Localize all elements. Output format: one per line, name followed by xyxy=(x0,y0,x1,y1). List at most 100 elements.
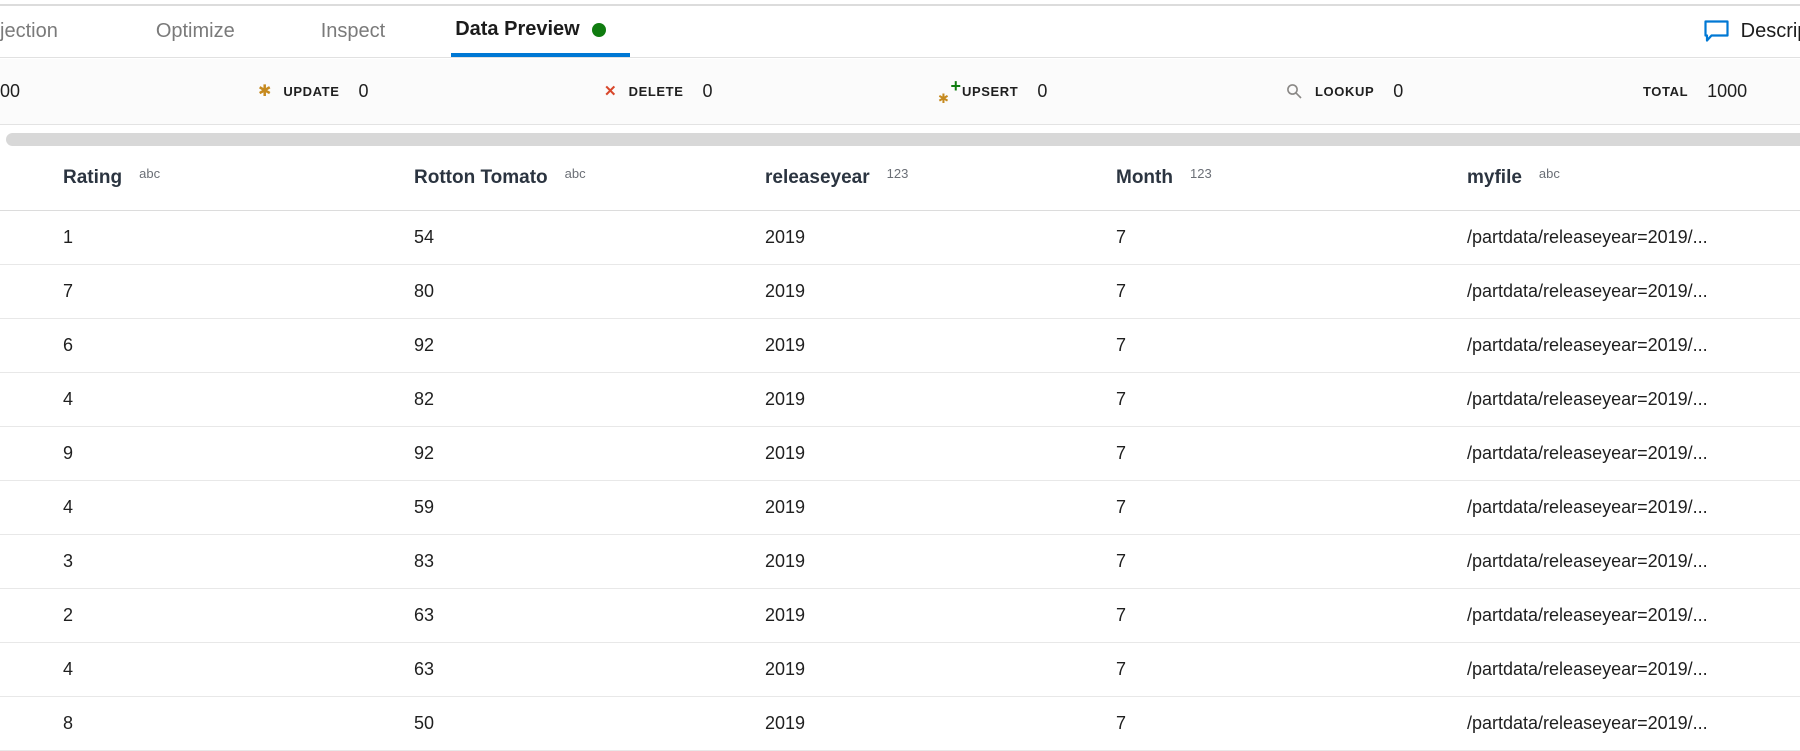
column-name: myfile xyxy=(1467,167,1522,188)
cell-month: 7 xyxy=(1116,443,1127,463)
cell-myfile: /partdata/releaseyear=2019/... xyxy=(1467,335,1708,355)
debug-status-dot-icon xyxy=(591,22,606,37)
cell-releaseyear: 2019 xyxy=(765,713,806,733)
stat-delete: ✕ DELETE 0 xyxy=(604,59,712,124)
column-type-badge: abc xyxy=(139,165,161,181)
column-header-myfile[interactable]: myfile abc xyxy=(1404,146,1800,210)
cell-myfile: /partdata/releaseyear=2019/... xyxy=(1467,227,1708,247)
stat-lookup: LOOKUP 0 xyxy=(1286,59,1403,124)
lookup-magnifier-icon xyxy=(1287,84,1302,99)
cell-releaseyear: 2019 xyxy=(765,659,806,679)
cell-month: 7 xyxy=(1116,659,1127,679)
cell-rotton-tomato: 50 xyxy=(414,713,435,733)
stat-label: LOOKUP xyxy=(1315,84,1375,99)
cell-month: 7 xyxy=(1116,281,1127,301)
table-row[interactable]: 1 54 2019 7 /partdata/releaseyear=2019/.… xyxy=(0,211,1800,265)
table-row[interactable]: 4 63 2019 7 /partdata/releaseyear=2019/.… xyxy=(0,643,1800,697)
tab-label: jection xyxy=(0,20,58,42)
cell-rotton-tomato: 83 xyxy=(414,551,435,571)
table-row[interactable]: 4 59 2019 7 /partdata/releaseyear=2019/.… xyxy=(0,481,1800,535)
table-row[interactable]: 6 92 2019 7 /partdata/releaseyear=2019/.… xyxy=(0,319,1800,373)
cell-releaseyear: 2019 xyxy=(765,443,806,463)
table-row[interactable]: 9 92 2019 7 /partdata/releaseyear=2019/.… xyxy=(0,427,1800,481)
cell-myfile: /partdata/releaseyear=2019/... xyxy=(1467,443,1708,463)
stat-value: 0 xyxy=(358,81,369,101)
column-name: Rotton Tomato xyxy=(414,167,548,188)
table-row[interactable]: 7 80 2019 7 /partdata/releaseyear=2019/.… xyxy=(0,265,1800,319)
table-header-row: Rating abc Rotton Tomato abc releaseyear… xyxy=(0,146,1800,211)
cell-rotton-tomato: 80 xyxy=(414,281,435,301)
cell-myfile: /partdata/releaseyear=2019/... xyxy=(1467,389,1708,409)
cell-rotton-tomato: 59 xyxy=(414,497,435,517)
cell-releaseyear: 2019 xyxy=(765,335,806,355)
cell-rotton-tomato: 54 xyxy=(414,227,435,247)
cell-month: 7 xyxy=(1116,713,1127,733)
stat-label: UPDATE xyxy=(283,84,340,99)
cell-releaseyear: 2019 xyxy=(765,389,806,409)
cell-rotton-tomato: 63 xyxy=(414,605,435,625)
cell-releaseyear: 2019 xyxy=(765,605,806,625)
cell-myfile: /partdata/releaseyear=2019/... xyxy=(1467,659,1708,679)
stat-value: 0 xyxy=(1393,81,1404,101)
table-row[interactable]: 2 63 2019 7 /partdata/releaseyear=2019/.… xyxy=(0,589,1800,643)
column-name: Month xyxy=(1116,167,1173,188)
cell-releaseyear: 2019 xyxy=(765,227,806,247)
cell-rating: 6 xyxy=(63,335,74,355)
top-divider xyxy=(0,4,1800,6)
stat-update: ✱ UPDATE 0 xyxy=(258,59,369,124)
tab-inspect[interactable]: Inspect xyxy=(321,6,385,57)
column-name: Rating xyxy=(63,167,123,188)
cell-month: 7 xyxy=(1116,335,1127,355)
cell-rating: 3 xyxy=(63,551,74,571)
column-type-badge: abc xyxy=(1538,165,1560,181)
cell-month: 7 xyxy=(1116,497,1127,517)
cell-month: 7 xyxy=(1116,551,1127,571)
horizontal-scrollbar-thumb[interactable] xyxy=(6,133,1800,146)
column-header-releaseyear[interactable]: releaseyear 123 xyxy=(702,146,1053,210)
cell-month: 7 xyxy=(1116,389,1127,409)
stat-label: UPSERT xyxy=(962,84,1019,99)
cell-rotton-tomato: 92 xyxy=(414,335,435,355)
table-row[interactable]: 4 82 2019 7 /partdata/releaseyear=2019/.… xyxy=(0,373,1800,427)
tab-data-preview[interactable]: Data Preview xyxy=(451,6,630,57)
cell-myfile: /partdata/releaseyear=2019/... xyxy=(1467,551,1708,571)
cell-rating: 1 xyxy=(63,227,74,247)
tab-label: Optimize xyxy=(155,20,235,42)
cell-rating: 4 xyxy=(63,497,74,517)
table-row[interactable]: 3 83 2019 7 /partdata/releaseyear=2019/.… xyxy=(0,535,1800,589)
column-type-badge: 123 xyxy=(886,165,909,181)
tab-label: Data Preview xyxy=(455,18,580,40)
cell-rating: 9 xyxy=(63,443,74,463)
cell-myfile: /partdata/releaseyear=2019/... xyxy=(1467,497,1708,517)
cell-month: 7 xyxy=(1116,605,1127,625)
description-button[interactable]: Descript xyxy=(1703,6,1800,57)
table-body: 1 54 2019 7 /partdata/releaseyear=2019/.… xyxy=(0,211,1800,751)
column-header-rating[interactable]: Rating abc xyxy=(0,146,351,210)
upsert-asterisk-plus-icon: ✱ + xyxy=(938,75,961,106)
comment-icon xyxy=(1704,20,1729,42)
cell-rating: 7 xyxy=(63,281,74,301)
column-header-rotton-tomato[interactable]: Rotton Tomato abc xyxy=(351,146,702,210)
cell-rotton-tomato: 92 xyxy=(414,443,435,463)
cell-releaseyear: 2019 xyxy=(765,551,806,571)
stat-label: TOTAL xyxy=(1643,84,1689,99)
data-preview-table: Rating abc Rotton Tomato abc releaseyear… xyxy=(0,146,1800,751)
cell-rating: 8 xyxy=(63,713,74,733)
cell-myfile: /partdata/releaseyear=2019/... xyxy=(1467,713,1708,733)
horizontal-scrollbar-track[interactable] xyxy=(0,133,1800,146)
cell-releaseyear: 2019 xyxy=(765,497,806,517)
delete-x-icon: ✕ xyxy=(604,83,617,100)
stat-upsert: ✱ + UPSERT 0 xyxy=(938,59,1047,124)
column-header-month[interactable]: Month 123 xyxy=(1053,146,1404,210)
stat-label: DELETE xyxy=(628,84,684,99)
stat-value: 00 xyxy=(0,81,21,101)
column-name: releaseyear xyxy=(765,167,870,188)
tab-projection-partial[interactable]: jection xyxy=(0,6,58,57)
tab-optimize[interactable]: Optimize xyxy=(156,6,235,57)
table-row[interactable]: 8 50 2019 7 /partdata/releaseyear=2019/.… xyxy=(0,697,1800,751)
stat-value: 0 xyxy=(702,81,713,101)
description-label: Descript xyxy=(1740,20,1800,42)
cell-myfile: /partdata/releaseyear=2019/... xyxy=(1467,281,1708,301)
cell-rotton-tomato: 63 xyxy=(414,659,435,679)
cell-rotton-tomato: 82 xyxy=(414,389,435,409)
